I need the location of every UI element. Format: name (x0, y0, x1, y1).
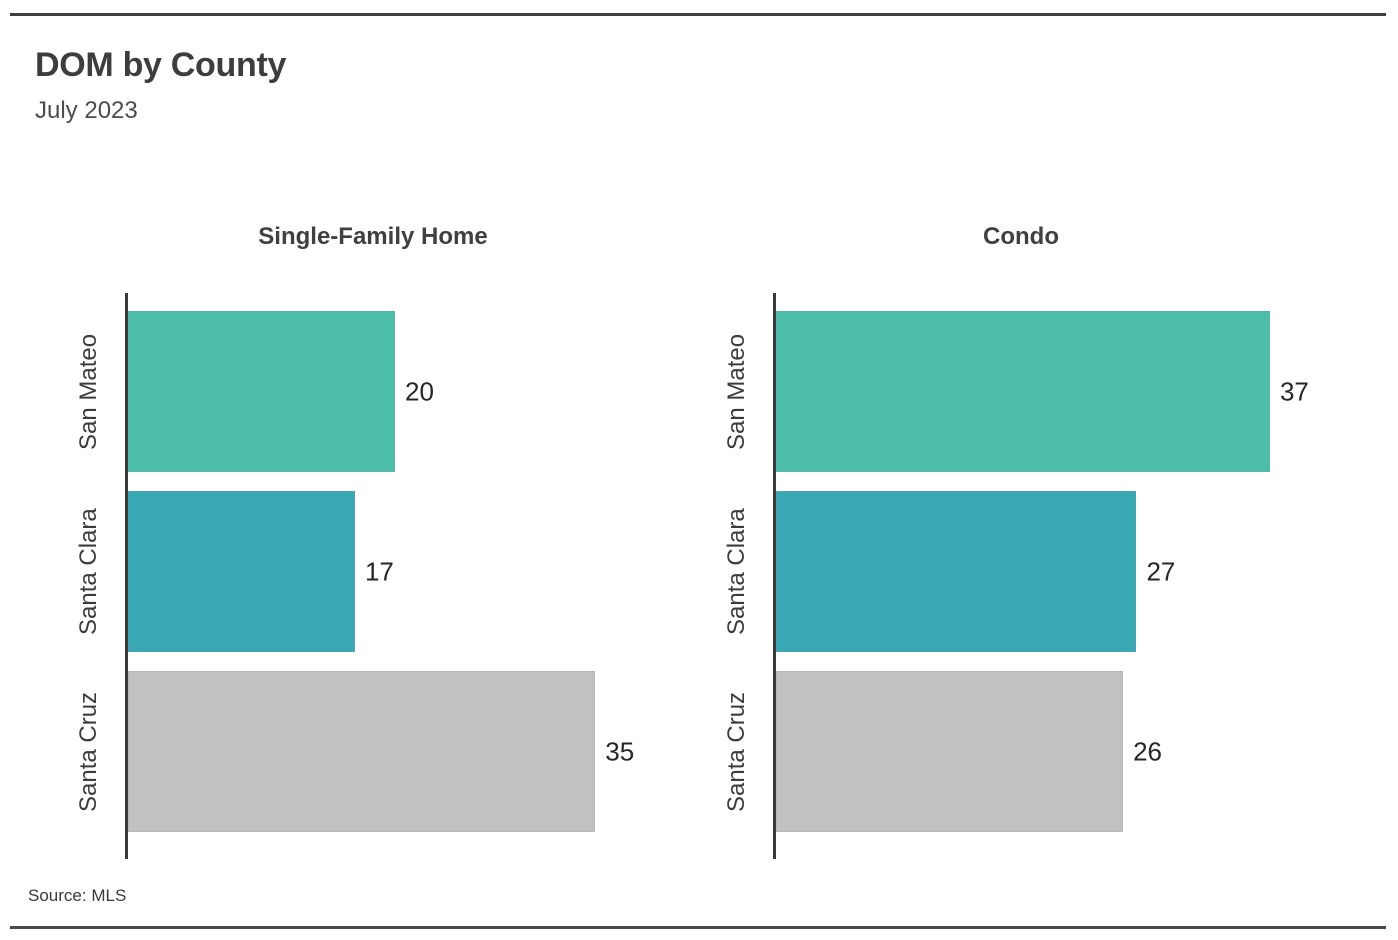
chart-header: DOM by County July 2023 (35, 46, 286, 125)
top-divider (10, 13, 1386, 16)
value-label: 17 (364, 556, 394, 586)
chart-title: Condo (983, 223, 1059, 250)
bar (776, 671, 1124, 832)
value-label: 26 (1133, 736, 1163, 766)
bar-row: Santa Clara 27 (723, 491, 1310, 652)
source-value: MLS (91, 886, 127, 905)
bar-row: Santa Clara 17 (75, 491, 662, 652)
plot: San Mateo 20 Santa Clara 17 Santa Cruz 35 (75, 293, 662, 859)
value-label: 20 (405, 376, 434, 406)
category-label: San Mateo (723, 333, 750, 450)
chart-single-family: Single-Family Home San Mateo 20 Santa Clar… (35, 222, 683, 859)
bar (128, 671, 596, 832)
source-note: Source: MLS (28, 886, 126, 906)
value-label: 37 (1279, 376, 1309, 406)
chart-title: Single-Family Home (258, 223, 488, 250)
category-label: Santa Clara (723, 508, 750, 635)
category-label: Santa Clara (75, 508, 102, 635)
bar-row: Santa Cruz 35 (75, 671, 662, 832)
category-label: Santa Cruz (723, 691, 750, 812)
bar (128, 491, 355, 652)
page-subtitle: July 2023 (35, 97, 138, 124)
bar (776, 311, 1270, 472)
value-label: 35 (605, 736, 635, 766)
plot: San Mateo 37 Santa Clara 27 Santa Cruz 26 (723, 293, 1310, 859)
bar (776, 491, 1137, 652)
bar-row: San Mateo 20 (75, 311, 662, 472)
page-title: DOM by County (35, 46, 287, 84)
category-label: San Mateo (75, 333, 102, 450)
source-label: Source: (28, 886, 87, 905)
chart-condo: Condo San Mateo 37 Santa Clara 27 Santa Cruz… (683, 222, 1331, 859)
charts-container: Single-Family Home San Mateo 20 Santa Clar… (35, 222, 1331, 859)
bar (128, 311, 395, 472)
bar-row: Santa Cruz 26 (723, 671, 1310, 832)
category-label: Santa Cruz (75, 691, 102, 812)
value-label: 27 (1146, 556, 1176, 586)
bottom-divider (10, 926, 1386, 929)
bar-row: San Mateo 37 (723, 311, 1310, 472)
